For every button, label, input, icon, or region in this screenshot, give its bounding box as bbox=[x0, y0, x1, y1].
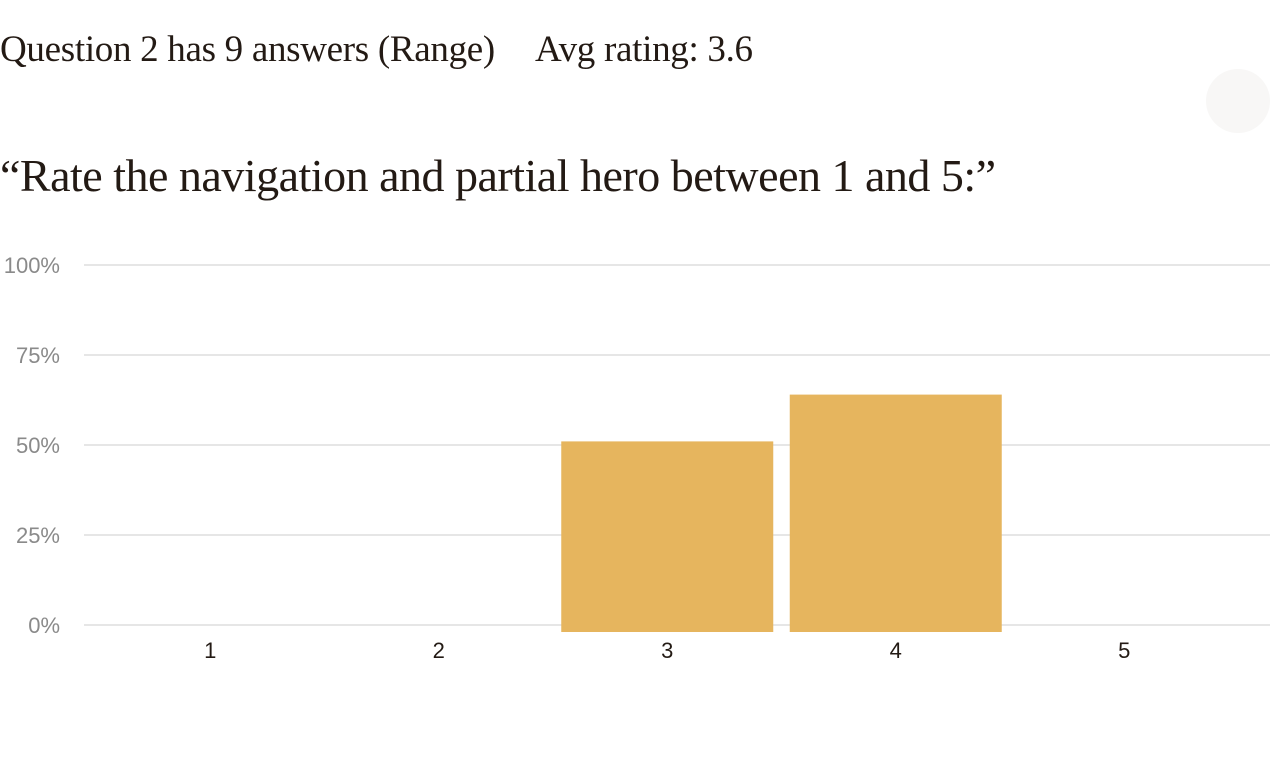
y-tick-label: 50% bbox=[16, 433, 60, 458]
avg-rating-text: Avg rating: 3.6 bbox=[534, 29, 753, 70]
bar-3 bbox=[561, 441, 774, 632]
y-tick-label: 25% bbox=[16, 523, 60, 548]
y-tick-label: 100% bbox=[4, 253, 60, 278]
answers-count-text: Question 2 has 9 answers (Range) bbox=[0, 29, 495, 70]
x-category-label: 4 bbox=[890, 638, 902, 663]
x-category-label: 5 bbox=[1118, 638, 1130, 663]
summary-line: Question 2 has 9 answers (Range) Avg rati… bbox=[0, 28, 753, 72]
y-tick-label: 75% bbox=[16, 343, 60, 368]
x-category-label: 1 bbox=[204, 638, 216, 663]
x-category-label: 3 bbox=[661, 638, 673, 663]
rating-chart: 0% 25% 50% 75% 100% 1 2 3 4 5 bbox=[0, 240, 1270, 690]
question-title: “Rate the navigation and partial hero be… bbox=[0, 150, 996, 201]
y-tick-label: 0% bbox=[28, 613, 60, 638]
chart-svg: 0% 25% 50% 75% 100% 1 2 3 4 5 bbox=[4, 253, 1270, 663]
bar-4 bbox=[789, 394, 1002, 632]
corner-circle bbox=[1206, 69, 1270, 133]
x-category-label: 2 bbox=[433, 638, 445, 663]
